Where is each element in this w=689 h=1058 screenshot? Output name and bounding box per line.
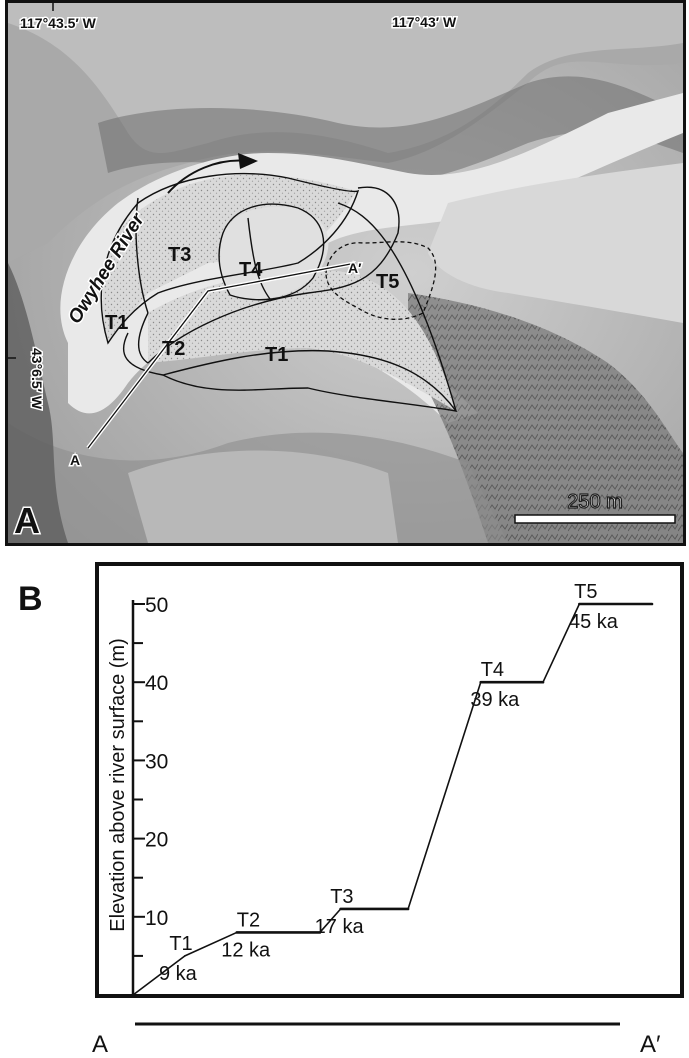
terrace-boundaries	[100, 173, 458, 412]
map-panel: 117°43.5′ W 117°43′ W 43°6.5′ W Owyhee R…	[5, 0, 686, 546]
scale-bar: 250 m	[514, 490, 676, 524]
terrain-map: 117°43.5′ W 117°43′ W 43°6.5′ W Owyhee R…	[8, 3, 683, 543]
terrace-label-t3: T3	[168, 244, 191, 266]
longitude-right-label: 117°43′ W	[392, 14, 457, 30]
y-axis-label: Elevation above river surface (m)	[107, 638, 129, 931]
riser-segment	[542, 603, 581, 683]
terrace-label-t4: T4	[239, 259, 263, 281]
longitude-left-label: 117°43.5′ W	[20, 15, 97, 31]
profile-start-label: A	[92, 1031, 108, 1058]
panel-b-letter: B	[18, 580, 43, 618]
y-axis-ticks: 10 20 30 40 50	[133, 594, 168, 957]
river-flow-arrow	[167, 153, 258, 194]
riser-segment	[132, 955, 186, 996]
riser-segment	[319, 908, 342, 934]
panel-a-letter: A	[14, 500, 40, 541]
terrace-age-label: 17 ka	[315, 916, 365, 938]
section-start-label: A	[70, 452, 80, 468]
terrace-labels: T1 9 ka T2 12 ka T3 17 ka T4 39 ka T5 45 ka	[159, 581, 619, 985]
section-end-label: A′	[348, 260, 362, 276]
terrace-age-label: 45 ka	[569, 611, 619, 633]
profile-panel: B 10 20 30 40 50 T1 9 ka T2 12 ka T3 17 ka T4 39 ka…	[0, 555, 689, 1058]
terrace-label-t1-west: T1	[105, 312, 128, 334]
terrace-label-t1-south: T1	[265, 344, 288, 366]
riser-segment	[407, 681, 482, 910]
y-tick-label: 40	[145, 672, 168, 695]
y-tick-label: 20	[145, 829, 168, 852]
elevation-profile-chart: B 10 20 30 40 50 T1 9 ka T2 12 ka T3 17 ka T4 39 ka…	[18, 562, 684, 1058]
terrace-name-label: T5	[574, 581, 597, 603]
latitude-label: 43°6.5′ W	[29, 348, 45, 410]
profile-end-label: A′	[640, 1031, 661, 1058]
y-tick-label: 10	[145, 907, 168, 930]
y-tick-label: 30	[145, 750, 168, 773]
terrace-label-t2: T2	[162, 338, 185, 360]
terrace-label-t5: T5	[376, 271, 399, 293]
terrace-name-label: T3	[330, 886, 353, 908]
section-line	[86, 261, 357, 450]
terrace-name-label: T4	[481, 659, 504, 681]
chart-frame	[95, 562, 684, 998]
terrace-name-label: T1	[169, 933, 192, 955]
terrace-age-label: 39 ka	[470, 689, 520, 711]
terrace-age-label: 12 ka	[221, 939, 271, 961]
scale-bar-label: 250 m	[567, 491, 623, 513]
t5-boundary	[325, 241, 437, 320]
profile-line-group	[132, 602, 654, 996]
y-tick-label: 50	[145, 594, 168, 617]
terrace-name-label: T2	[237, 909, 260, 931]
riser-segment	[184, 931, 238, 957]
terrace-age-label: 9 ka	[159, 963, 198, 985]
